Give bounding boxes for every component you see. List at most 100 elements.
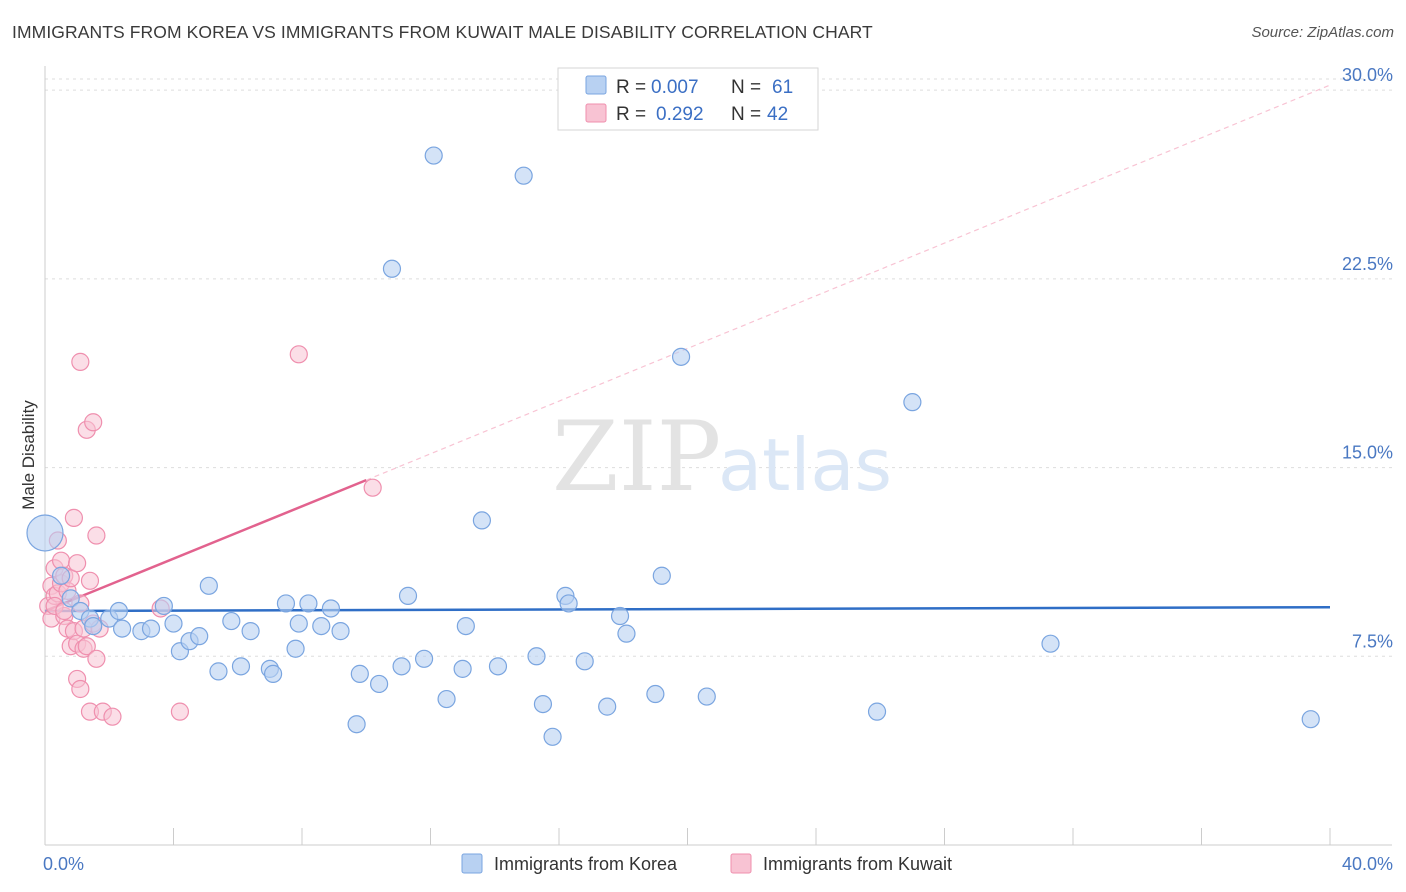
korea-point [1041,634,1060,653]
korea-point [437,689,456,709]
korea-point [514,166,533,185]
kuwait-point [84,413,103,432]
korea-point [671,347,691,366]
legend-korea-n-value: 61 [772,77,793,98]
legend-korea-r-label: R = [616,77,646,98]
legend-korea-swatch [585,75,607,95]
kuwait-point [71,679,90,699]
korea-point [241,622,260,641]
korea-point [488,657,508,676]
grid-lines [45,78,1392,657]
y-tick-label: 30.0% [1342,65,1393,85]
korea-point [414,649,434,668]
korea-point [26,514,64,552]
trend-lines [44,84,1331,613]
kuwait-point [51,551,71,570]
korea-point [392,657,411,676]
korea-point [61,589,80,608]
axes [44,66,1392,846]
kuwait-point [68,554,87,573]
watermark-zip: ZIP [552,401,721,513]
korea-point [382,259,402,278]
korea-point [598,697,617,716]
korea-point [370,674,389,694]
korea-point [575,652,594,671]
kuwait-trend-extension [366,84,1331,481]
korea-point [209,662,228,681]
korea-point [312,616,331,636]
korea-point [867,702,887,721]
y-tick-label: 15.0% [1342,443,1393,463]
legend-kuwait-n-label: N = [731,104,761,125]
y-tick-label: 22.5% [1342,254,1393,274]
korea-point [276,594,296,613]
korea-point [112,619,132,638]
korea-point [109,601,128,621]
watermark: ZIP atlas [552,401,892,513]
legend-kuwait-n-value: 42 [767,104,788,125]
korea-point [527,647,546,666]
kuwait-point [363,478,382,497]
bottom-legend-korea-label: Immigrants from Korea [494,854,678,874]
korea-point [84,616,103,636]
korea-point [347,715,366,734]
korea-point [263,664,283,683]
korea-point [424,146,443,165]
kuwait-point [64,508,84,527]
legend: R = 0.007 N = 61 R = 0.292 N = 42 [557,67,819,131]
kuwait-point [87,526,106,545]
korea-point [286,639,305,658]
kuwait-point [103,707,122,726]
legend-korea-r-value: 0.007 [651,77,699,98]
source-label: Source: ZipAtlas.com [1251,24,1394,41]
kuwait-point [170,702,190,721]
korea-point [289,614,308,633]
korea-point [190,627,209,646]
y-tick-labels: 7.5% 15.0% 22.5% 30.0% [1342,65,1393,651]
kuwait-point [289,345,308,364]
korea-point [903,393,922,412]
korea-point [51,566,71,585]
korea-point [199,576,218,595]
korea-point [646,684,665,704]
korea-point [472,511,491,530]
korea-point [398,586,418,605]
korea-point [231,657,251,676]
korea-point [350,664,369,683]
korea-point [222,611,241,631]
korea-point [456,616,475,636]
x-tick-label-end: 40.0% [1342,854,1393,874]
korea-point [559,594,578,613]
korea-point [617,624,636,643]
bottom-legend-kuwait-swatch [730,853,752,874]
legend-kuwait-r-label: R = [616,104,646,125]
kuwait-trend-line [44,478,367,613]
korea-trend-line [44,605,1331,613]
korea-point [1301,710,1320,729]
y-tick-label: 7.5% [1352,631,1393,651]
legend-kuwait-swatch [585,103,607,123]
korea-point [453,659,472,678]
korea-point [164,614,183,633]
legend-korea-n-label: N = [731,77,761,98]
watermark-atlas: atlas [718,423,892,507]
x-tick-label-start: 0.0% [43,854,84,874]
korea-point [331,622,350,641]
korea-point [652,566,671,585]
bottom-legend: Immigrants from Korea Immigrants from Ku… [461,853,952,874]
kuwait-point [80,571,100,590]
kuwait-point [87,649,106,668]
bottom-legend-kuwait-label: Immigrants from Kuwait [763,854,952,874]
kuwait-point [77,637,96,656]
korea-point [610,606,630,626]
korea-points [26,146,1320,746]
x-tick-labels: 0.0% 40.0% [43,854,1393,874]
korea-point [697,687,716,706]
korea-point [533,694,553,714]
korea-point [141,619,161,638]
chart-title: IMMIGRANTS FROM KOREA VS IMMIGRANTS FROM… [12,22,873,42]
korea-point [154,596,173,616]
y-axis-label: Male Disability [19,400,38,510]
kuwait-point [71,352,90,371]
